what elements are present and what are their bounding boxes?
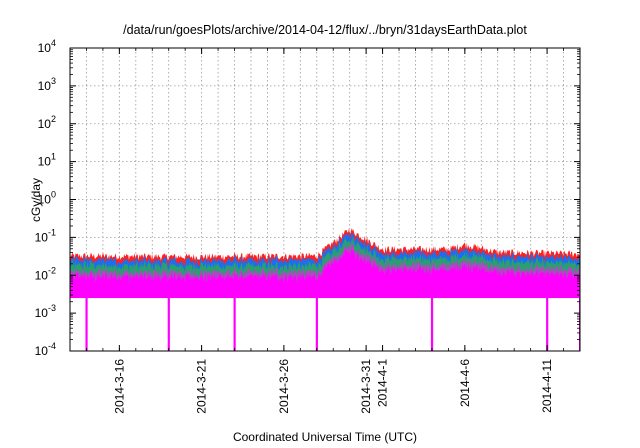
y-axis-label: cGy/day: [29, 178, 43, 222]
y-tick-label: 103: [38, 76, 56, 93]
x-tick-label: 2014-3-16: [112, 359, 126, 414]
magenta-dropout: [546, 297, 549, 351]
magenta-dropout: [315, 297, 318, 351]
x-tick-label: 2014-3-26: [277, 359, 291, 414]
below-floor-mask: [70, 298, 580, 351]
chart-title: /data/run/goesPlots/archive/2014-04-12/f…: [123, 23, 527, 37]
y-tick-label: 102: [38, 114, 56, 131]
magenta-dropout: [233, 297, 236, 351]
y-tick-label: 10-2: [35, 265, 56, 282]
y-tick-label: 100: [38, 190, 56, 207]
magenta-dropout: [167, 297, 170, 351]
x-tick-label: 2014-4-1: [376, 359, 390, 407]
y-tick-label: 10-4: [35, 341, 56, 358]
magenta-dropout: [85, 297, 88, 351]
y-tick-label: 101: [38, 152, 56, 169]
y-tick-label: 10-3: [35, 303, 56, 320]
x-tick-label: 2014-4-6: [458, 359, 472, 407]
x-tick-label: 2014-4-11: [540, 359, 554, 413]
magenta-dropout: [430, 297, 434, 351]
x-tick-label: 2014-3-31: [359, 359, 373, 414]
data-area: [70, 227, 580, 351]
y-tick-label: 104: [38, 38, 56, 55]
x-axis-label: Coordinated Universal Time (UTC): [233, 430, 417, 444]
x-tick-label: 2014-3-21: [195, 359, 209, 414]
axes: 10-4 10-3 10-2 10-1 100 101 102 103 104 2014-3-16…: [35, 38, 580, 414]
y-tick-label: 10-1: [35, 227, 56, 244]
